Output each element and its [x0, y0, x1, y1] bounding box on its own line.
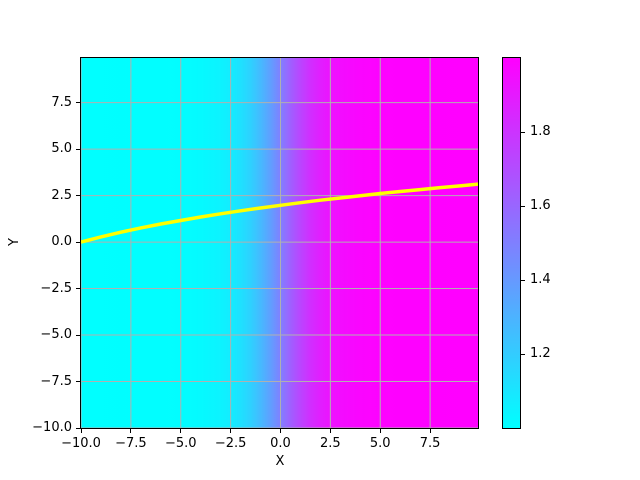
heatmap-layer: [81, 58, 478, 428]
x-tick-label: −2.5: [214, 436, 247, 451]
colorbar-gradient: [503, 58, 520, 428]
y-tick-label: −7.5: [40, 373, 72, 389]
colorbar-tick-mark: [521, 353, 525, 355]
y-tick-mark: [76, 288, 80, 290]
y-tick-label: 2.5: [51, 187, 72, 203]
x-tick-label: 2.5: [320, 436, 341, 451]
y-tick-label: −10.0: [32, 420, 72, 435]
x-tick-label: −7.5: [115, 436, 147, 451]
y-tick-mark: [76, 334, 80, 336]
colorbar: [502, 57, 521, 429]
y-axis-label: Y: [7, 238, 22, 246]
colorbar-tick-mark: [521, 279, 525, 281]
y-tick-label: 0.0: [51, 234, 72, 250]
plot-area: [80, 57, 479, 429]
x-tick-mark: [329, 429, 331, 433]
x-tick-label: 7.5: [419, 436, 441, 451]
plot-overlay-svg: [81, 58, 478, 428]
gridlines: [81, 58, 478, 428]
colorbar-tick-mark: [521, 131, 525, 133]
y-tick-label: −5.0: [40, 327, 72, 343]
y-tick-label: 7.5: [51, 94, 72, 110]
colorbar-tick-label: 1.8: [530, 124, 551, 139]
colorbar-tick-label: 1.4: [530, 272, 551, 287]
x-tick-mark: [379, 429, 381, 433]
x-tick-mark: [180, 429, 182, 433]
y-tick-label: −2.5: [40, 280, 72, 296]
x-tick-label: 5.0: [369, 436, 391, 451]
y-tick-mark: [76, 148, 80, 150]
x-tick-mark: [130, 429, 132, 433]
x-tick-label: 0.0: [270, 436, 291, 451]
x-axis-label: X: [275, 454, 285, 469]
x-tick-mark: [429, 429, 431, 433]
colorbar-tick-label: 1.2: [530, 346, 551, 361]
x-tick-mark: [279, 429, 281, 433]
x-tick-mark: [80, 429, 82, 433]
y-tick-mark: [76, 195, 80, 197]
y-tick-mark: [76, 381, 80, 383]
y-tick-mark: [76, 102, 80, 104]
colorbar-tick-label: 1.6: [530, 198, 551, 213]
y-tick-mark: [76, 427, 80, 429]
y-tick-label: 5.0: [51, 141, 72, 157]
y-tick-mark: [76, 241, 80, 243]
x-tick-label: −5.0: [164, 436, 197, 451]
colorbar-tick-mark: [521, 205, 525, 207]
x-tick-label: −10.0: [61, 436, 101, 451]
data-line: [81, 182, 478, 244]
x-tick-mark: [230, 429, 232, 433]
